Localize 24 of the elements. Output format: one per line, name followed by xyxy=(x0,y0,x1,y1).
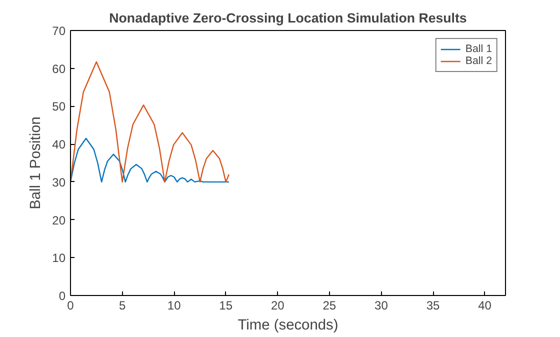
x-tick-label: 25 xyxy=(322,298,336,312)
legend-label: Ball 2 xyxy=(465,55,492,67)
x-axis-title: Time (seconds) xyxy=(238,318,338,334)
y-tick-label: 40 xyxy=(52,138,66,152)
x-tick-label: 30 xyxy=(374,298,388,312)
line-series xyxy=(70,61,230,183)
y-tick-label: 30 xyxy=(52,175,66,190)
y-tick-label: 0 xyxy=(58,289,66,303)
y-tick-label: 20 xyxy=(52,213,66,228)
y-tick-label: 50 xyxy=(52,100,66,114)
y-tick-label: 70 xyxy=(52,24,66,38)
x-tick-label: 40 xyxy=(478,298,492,312)
x-tick-label: 10 xyxy=(167,298,182,312)
chart-title: Nonadaptive Zero-Crossing Location Simulation Results xyxy=(109,10,467,26)
y-axis-title: Ball 1 Position xyxy=(28,116,44,210)
x-tick-label: 35 xyxy=(426,298,440,312)
legend-label: Ball 1 xyxy=(465,43,492,55)
y-tick-label: 10 xyxy=(52,251,66,266)
x-tick-label: 15 xyxy=(219,298,233,312)
y-tick-label: 60 xyxy=(52,62,66,76)
x-tick-label: 0 xyxy=(67,298,74,312)
line-series xyxy=(70,138,230,183)
x-tick-label: 5 xyxy=(118,298,126,312)
x-tick-label: 20 xyxy=(270,298,285,312)
